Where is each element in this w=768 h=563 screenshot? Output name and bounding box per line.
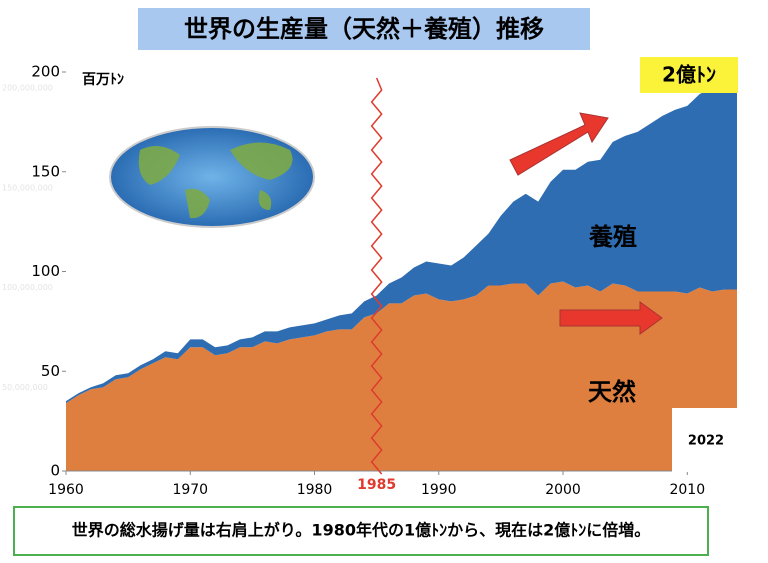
y-tick-label: 150 [31,162,60,180]
arrows [509,112,663,335]
x-tick-label: 2010 [669,482,705,498]
x-tick-label: 1980 [297,482,333,498]
marker-line [370,77,383,475]
series-label: 天然 [588,378,636,406]
caption: 世界の総水揚げ量は右肩上がり。1980年代の1億ﾄﾝから、現在は2億ﾄﾝに倍増。 [72,521,650,540]
year-note: 2022 [688,434,724,449]
chart-title: 世界の生産量（天然＋養殖）推移 [184,15,544,43]
caption-box [13,506,709,556]
note-box [672,408,742,472]
area [66,77,737,404]
marker-label: 1985 [357,477,396,493]
x-tick-label: 1970 [172,482,208,498]
x-tick-label: 1960 [48,482,84,498]
faint-label: 50,000,000 [2,383,48,392]
area [66,281,737,471]
y-tick-label: 50 [41,362,60,380]
y-tick-label: 100 [31,262,60,280]
faint-label: 200,000,000 [2,84,53,93]
faint-label: 100,000,000 [2,283,53,292]
x-tick-label: 1990 [421,482,457,498]
y-tick-label: 0 [50,462,60,480]
y-tick-label: 200 [31,63,60,81]
y-unit: 百万ﾄﾝ [82,72,124,88]
globe [109,126,315,228]
faint-label: 150,000,000 [2,183,53,192]
badge-box [640,57,738,93]
series-label: 養殖 [589,223,637,251]
x-tick-label: 2000 [545,482,581,498]
plot: 200,000,000 150,000,000 100,000,000 50,000,… [2,63,737,498]
badge: 2億ﾄﾝ [662,63,716,87]
title-box [138,8,590,50]
